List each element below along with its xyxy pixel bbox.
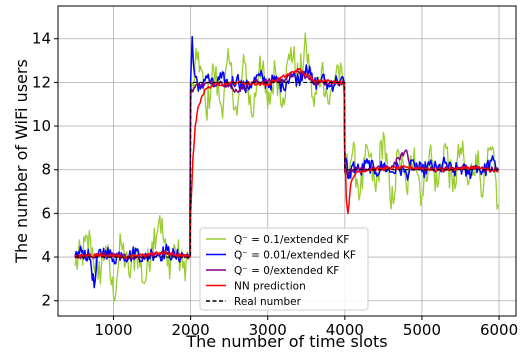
y-tick-label: 6 — [41, 204, 51, 222]
x-tick-label: 2000 — [172, 321, 210, 339]
x-tick-label: 3000 — [249, 321, 287, 339]
series-group — [74, 32, 499, 302]
y-tick-label: 8 — [41, 161, 51, 179]
series-line-0 — [74, 32, 499, 302]
y-tick-label: 10 — [32, 117, 51, 135]
legend-label-4: Real number — [234, 296, 302, 308]
y-tick-label: 14 — [32, 30, 51, 48]
ticks-group: 1000 2000 3000 4000 5000 6000 2 4 6 8 10 12 14 — [32, 30, 518, 339]
series-line-4 — [75, 81, 499, 258]
legend-label-0: Q⁻ = 0.1/extended KF — [234, 234, 349, 246]
plot-frame — [57, 5, 517, 317]
y-axis-label: The number of WiFi users — [12, 59, 31, 264]
y-tick-label: 12 — [32, 73, 51, 91]
y-tick-label: 4 — [41, 248, 51, 266]
legend-label-1: Q⁻ = 0.01/extended KF — [234, 250, 356, 262]
legend-label-2: Q⁻ = 0/extended KF — [234, 265, 339, 277]
legend-label-3: NN prediction — [234, 281, 306, 293]
legend: Q⁻ = 0.1/extended KF Q⁻ = 0.01/extended K… — [199, 227, 369, 311]
series-line-3 — [74, 67, 499, 259]
x-axis-label: The number of time slots — [185, 332, 387, 351]
x-tick-label: 1000 — [94, 321, 132, 339]
x-tick-label: 5000 — [403, 321, 441, 339]
legend-box — [199, 227, 369, 311]
y-tick-label: 2 — [41, 292, 51, 310]
x-tick-label: 4000 — [326, 321, 364, 339]
x-tick-label: 6000 — [480, 321, 518, 339]
